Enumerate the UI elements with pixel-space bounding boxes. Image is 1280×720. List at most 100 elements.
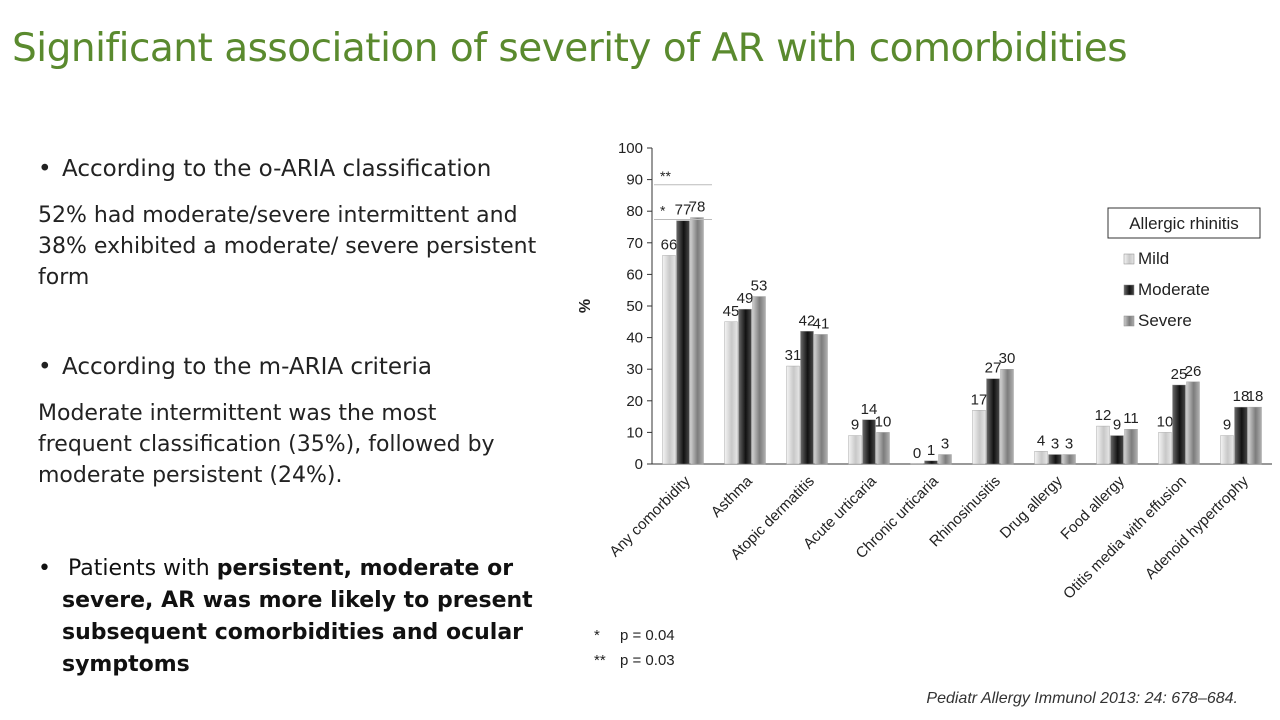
bar-mild [662, 255, 676, 465]
bar-value-label: 66 [661, 236, 678, 253]
bullet-maria-text: According to the m-ARIA criteria [62, 354, 433, 380]
significance-marker: ** [660, 168, 671, 184]
y-tick-label: 70 [626, 235, 643, 252]
category-label: Adenoid hypertrophy [1142, 472, 1252, 582]
bar-value-label: 0 [913, 445, 921, 462]
bar-moderate [862, 419, 876, 465]
bar-severe [752, 296, 766, 465]
oaria-line-1: 52% had moderate/severe intermittent and [38, 203, 518, 228]
category-label: Asthma [708, 472, 756, 520]
bar-mild [1096, 425, 1110, 465]
citation: Pediatr Allergy Immunol 2013: 24: 678–68… [926, 690, 1238, 707]
y-tick-label: 40 [626, 330, 643, 347]
bar-value-label: 3 [1065, 436, 1073, 453]
bullet-symbol: • [38, 354, 52, 380]
bar-value-label: 17 [971, 391, 988, 408]
bar-value-label: 14 [861, 401, 878, 418]
footnote-text: p = 0.04 [620, 627, 675, 644]
bar-value-label: 10 [875, 413, 892, 430]
bar-mild [786, 365, 800, 465]
bar-value-label: 41 [813, 315, 830, 332]
legend-label-mild: Mild [1138, 249, 1169, 268]
bar-value-label: 4 [1037, 432, 1045, 449]
bar-value-label: 25 [1171, 366, 1188, 383]
bar-value-label: 49 [737, 290, 754, 307]
persistent-line-3: subsequent comorbidities and ocular [38, 617, 533, 649]
persistent-line-4: symptoms [38, 649, 533, 681]
y-tick-label: 20 [626, 393, 643, 410]
category-label: Any comorbidity [606, 472, 694, 560]
legend-swatch-mild [1123, 253, 1135, 265]
bullet-oaria: • According to the o-ARIA classification [38, 156, 491, 182]
legend-label-moderate: Moderate [1138, 280, 1210, 299]
bar-value-label: 3 [941, 436, 949, 453]
bar-moderate [738, 308, 752, 465]
bar-severe [1000, 368, 1014, 465]
bar-value-label: 26 [1185, 363, 1202, 380]
maria-paragraph: Moderate intermittent was the most frequ… [38, 398, 495, 491]
category-label: Otitis media with effusion [1060, 473, 1190, 603]
bar-value-label: 9 [1113, 417, 1121, 434]
persistent-bold-4: symptoms [62, 652, 190, 677]
maria-line-2: frequent classification (35%), followed … [38, 432, 495, 457]
y-tick-label: 50 [626, 298, 643, 315]
bar-value-label: 9 [1223, 417, 1231, 434]
bar-value-label: 18 [1233, 388, 1250, 405]
bar-moderate [800, 331, 814, 465]
legend-title-box [1107, 207, 1261, 239]
persistent-bold-1: persistent, moderate or [216, 556, 514, 581]
bar-value-label: 11 [1123, 410, 1139, 427]
bar-mild [972, 410, 986, 465]
bullet-maria: • According to the m-ARIA criteria [38, 354, 432, 380]
bullet-persistent: • Patients with persistent, moderate or s… [38, 553, 533, 681]
bar-mild [1034, 451, 1048, 465]
legend-swatch-moderate [1123, 284, 1135, 296]
y-axis-label: % [577, 299, 594, 313]
bar-value-label: 12 [1095, 407, 1112, 424]
bar-value-label: 78 [689, 199, 706, 216]
bar-severe [814, 334, 828, 465]
bar-value-label: 31 [785, 347, 802, 364]
bar-value-label: 10 [1157, 413, 1174, 430]
y-tick-label: 60 [626, 266, 643, 283]
y-tick-label: 0 [635, 456, 643, 473]
bar-moderate [1172, 384, 1186, 465]
y-tick-label: 30 [626, 361, 643, 378]
persistent-line-1: • Patients with persistent, moderate or [38, 553, 533, 585]
bar-value-label: 1 [927, 442, 935, 459]
maria-line-3: moderate persistent (24%). [38, 463, 343, 488]
y-tick-label: 100 [618, 140, 643, 157]
bar-severe [1062, 454, 1076, 465]
bar-mild [910, 463, 924, 465]
footnote-symbol: ** [594, 652, 606, 669]
y-tick-label: 80 [626, 203, 643, 220]
bar-moderate [1048, 454, 1062, 465]
bar-moderate [1110, 435, 1124, 465]
y-tick-label: 90 [626, 172, 643, 189]
persistent-bold-3: subsequent comorbidities and ocular [62, 620, 524, 645]
bar-value-label: 53 [751, 278, 768, 295]
legend-label-severe: Severe [1138, 311, 1192, 330]
oaria-paragraph: 52% had moderate/severe intermittent and… [38, 200, 536, 293]
bullet-oaria-text: According to the o-ARIA classification [62, 156, 492, 182]
bar-value-label: 27 [985, 360, 1002, 377]
significance-marker: * [660, 203, 666, 219]
bar-value-label: 3 [1051, 436, 1059, 453]
category-label: Drug allergy [997, 472, 1067, 542]
footnote-text: p = 0.03 [620, 652, 675, 669]
bar-mild [1158, 432, 1172, 465]
bar-moderate [1234, 406, 1248, 465]
bar-severe [690, 217, 704, 465]
bar-value-label: 9 [851, 417, 859, 434]
legend-swatch-severe [1123, 315, 1135, 327]
bullet-symbol: • [38, 556, 51, 581]
bullet-symbol: • [38, 156, 52, 182]
bar-moderate [924, 460, 938, 465]
bar-moderate [986, 378, 1000, 465]
footnote-symbol: * [594, 627, 600, 644]
persistent-line-2: severe, AR was more likely to present [38, 585, 533, 617]
bar-severe [1248, 406, 1262, 465]
bar-value-label: 42 [799, 312, 816, 329]
bar-severe [1186, 381, 1200, 465]
